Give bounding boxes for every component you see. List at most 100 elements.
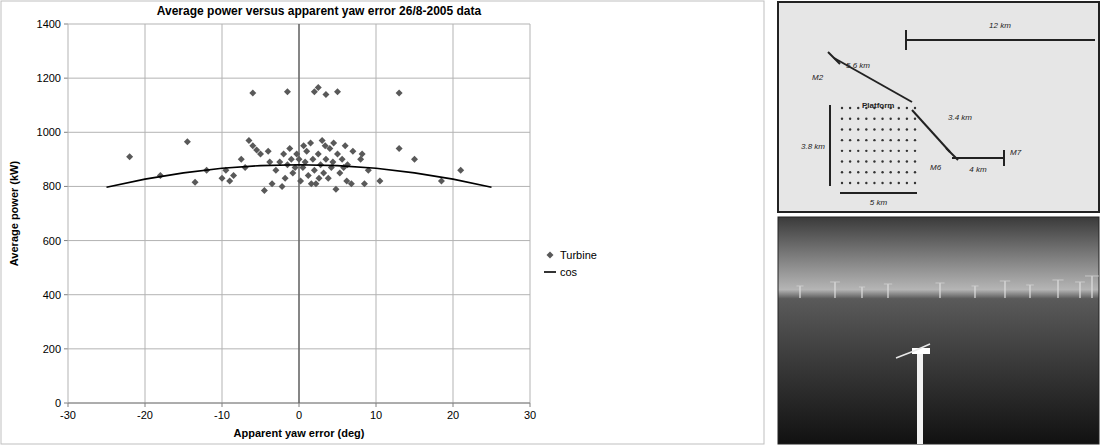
turbine-dot [841,107,843,109]
point [257,150,264,157]
turbine-dot [857,128,859,130]
point [315,150,322,157]
turbine-dot [906,118,908,120]
turbine-dot [898,171,900,173]
far-blade [1085,276,1099,277]
scale-bar [906,39,1095,41]
y-tick [64,186,68,187]
turbine-dot [906,107,908,109]
far-blade [859,287,865,288]
turbine-dot [873,139,875,141]
turbine-dot [881,182,883,184]
turbine-dot [849,182,851,184]
y-tick [64,294,68,295]
turbine-dot [898,128,900,130]
photo [778,217,1099,444]
turbine-dot [857,182,859,184]
point [336,169,343,176]
turbine-dot [857,107,859,109]
point [361,180,368,187]
point [226,178,233,185]
point [334,150,341,157]
x-grid-line [145,24,146,403]
turbine-dot [841,182,843,184]
chart-title: Average power versus apparent yaw error … [157,4,482,18]
turbine-dot [898,160,900,162]
turbine-dot [857,150,859,152]
turbine-dot [857,160,859,162]
point [320,169,327,176]
point [411,156,418,163]
turbine-grid [841,107,916,184]
point [396,145,403,152]
point [184,138,191,145]
turbine-dot [873,107,875,109]
map-label: 5.6 km [846,61,870,70]
station-label: M2 [812,73,824,82]
station-label: M6 [930,163,942,172]
point [342,142,349,149]
point [286,145,293,152]
station-label: Platform [862,101,894,110]
turbine-dot [914,160,916,162]
x-tick [222,403,223,407]
turbine-dot [849,139,851,141]
y-tick-label: 400 [43,289,61,301]
point [334,88,341,95]
link [834,58,912,102]
x-tick-label: 0 [296,409,302,421]
point [322,156,329,163]
y-tick-label: 1200 [37,72,61,84]
turbine-dot [865,139,867,141]
point [396,90,403,97]
turbine-dot [881,150,883,152]
far-blade [972,286,979,287]
point [296,156,303,163]
x-grid-line [222,24,223,403]
turbine-dot [906,150,908,152]
point [279,183,286,190]
legend-label: cos [560,266,578,278]
point [438,178,445,185]
point [308,180,315,187]
scale-tick [905,30,907,50]
legend-swatch [547,252,554,259]
turbine-dot [857,118,859,120]
turbine-dot [881,139,883,141]
map-label: 3.4 km [948,113,972,122]
far-turbine [1004,281,1005,298]
turbine-dot [849,107,851,109]
y-tick-label: 1400 [37,18,61,30]
turbine-dot [914,118,916,120]
x-tick-label: 30 [524,409,536,421]
station-label: M7 [1010,148,1022,157]
turbine-dot [898,182,900,184]
point [329,159,336,166]
far-blade [884,284,892,285]
cos-line [107,165,492,187]
x-grid-line [299,24,300,403]
point [272,167,279,174]
far-turbine [887,284,888,298]
turbine-dot [898,118,900,120]
x-tick [530,403,531,407]
front-tower [917,353,923,444]
turbine-dot [849,150,851,152]
page: Average power versus apparent yaw error … [0,0,1102,446]
x-tick-label: 10 [370,409,382,421]
point [376,178,383,185]
turbine-dot [881,118,883,120]
turbine-dot [906,139,908,141]
turbine-dot [873,171,875,173]
turbine-dot [841,118,843,120]
y-tick [64,78,68,79]
far-blade [1026,285,1034,286]
x-axis-title: Apparent yaw error (deg) [234,427,365,439]
point [457,167,464,174]
far-blade [797,286,804,287]
turbine-dot [873,128,875,130]
turbine-dot [881,160,883,162]
point [261,187,268,194]
far-turbine [974,286,975,298]
x-tick [453,403,454,407]
